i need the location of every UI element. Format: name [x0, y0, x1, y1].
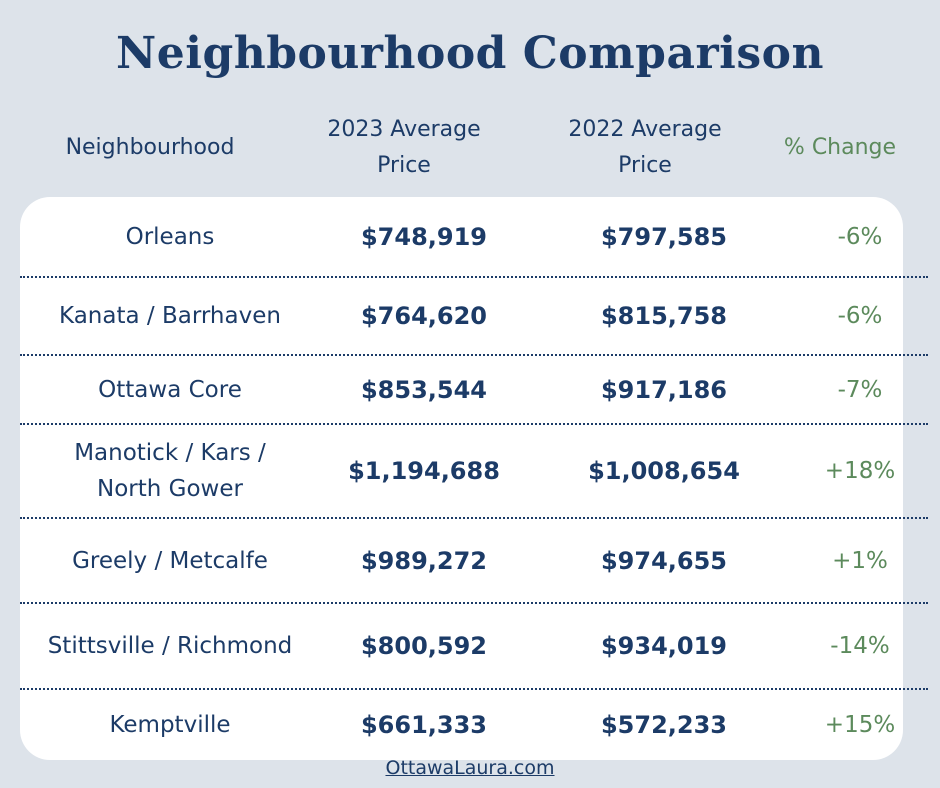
- price-2023: $853,544: [360, 375, 487, 404]
- price-2022: $572,233: [600, 711, 727, 739]
- percent-change: -14%: [830, 633, 890, 659]
- percent-change: -7%: [837, 376, 883, 403]
- comparison-table: Orleans $748,919 $797,585 -6% Kanata / B…: [20, 197, 928, 760]
- price-2023: $764,620: [360, 302, 487, 330]
- price-2022: $797,585: [600, 222, 727, 251]
- header-2022-average-price: 2022 Average Price: [568, 117, 722, 178]
- percent-change: -6%: [837, 303, 883, 329]
- table-row: Stittsville / Richmond $800,592 $934,019…: [20, 604, 928, 690]
- page-title: Neighbourhood Comparison: [116, 28, 824, 79]
- neighbourhood-name: Kemptville: [109, 712, 231, 738]
- neighbourhood-name: Stittsville / Richmond: [47, 633, 293, 659]
- price-2023: $800,592: [360, 632, 487, 660]
- table-row: Greely / Metcalfe $989,272 $974,655 +1%: [20, 519, 928, 604]
- price-2023: $661,333: [360, 711, 487, 739]
- percent-change: +18%: [824, 458, 896, 484]
- header-2023-average-price: 2023 Average Price: [327, 117, 481, 178]
- price-2022: $934,019: [600, 632, 727, 660]
- neighbourhood-name: Greely / Metcalfe: [72, 547, 268, 574]
- price-2022: $815,758: [600, 302, 727, 330]
- price-2023: $989,272: [360, 546, 487, 575]
- table-row: Ottawa Core $853,544 $917,186 -7%: [20, 356, 928, 425]
- table-row: Kanata / Barrhaven $764,620 $815,758 -6%: [20, 278, 928, 356]
- neighbourhood-name: Orleans: [125, 223, 215, 250]
- header-percent-change: % Change: [783, 135, 897, 160]
- source-link[interactable]: OttawaLaura.com: [385, 757, 555, 779]
- percent-change: -6%: [837, 223, 883, 250]
- table-header: Neighbourhood 2023 Average Price 2022 Av…: [0, 112, 940, 184]
- header-neighbourhood: Neighbourhood: [65, 135, 235, 160]
- neighbourhood-name: Ottawa Core: [98, 376, 242, 403]
- neighbourhood-name: Kanata / Barrhaven: [59, 303, 281, 329]
- price-2023: $748,919: [360, 222, 487, 251]
- price-2023: $1,194,688: [348, 457, 500, 485]
- price-2022: $917,186: [600, 375, 727, 404]
- table-row: Kemptville $661,333 $572,233 +15%: [20, 690, 928, 760]
- neighbourhood-name: Manotick / Kars / North Gower: [74, 440, 266, 502]
- price-2022: $974,655: [600, 546, 727, 575]
- percent-change: +15%: [824, 712, 896, 738]
- percent-change: +1%: [832, 547, 888, 574]
- table-row: Manotick / Kars / North Gower $1,194,688…: [20, 425, 928, 519]
- price-2022: $1,008,654: [588, 457, 740, 485]
- table-row: Orleans $748,919 $797,585 -6%: [20, 197, 928, 278]
